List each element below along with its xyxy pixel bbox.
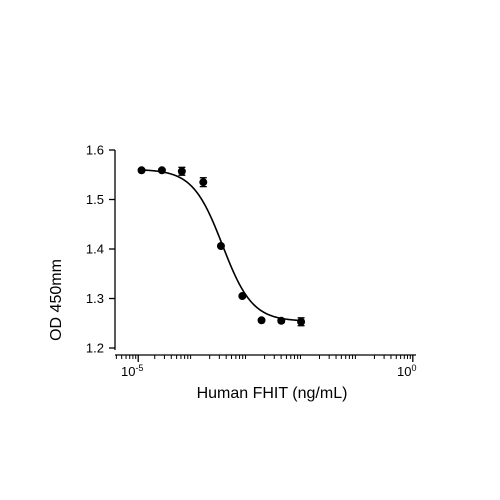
x-tick-label: 10-5 bbox=[121, 363, 143, 379]
ticks: 1.2 1.3 1.4 1.5 1.6 10-5 100 bbox=[86, 143, 417, 380]
y-tick-label: 1.2 bbox=[86, 341, 104, 356]
y-axis-title: OD 450mm bbox=[48, 259, 65, 341]
y-tick-label: 1.3 bbox=[86, 291, 104, 306]
data-points-layer bbox=[137, 166, 306, 327]
data-point bbox=[277, 316, 286, 325]
y-tick-label: 1.4 bbox=[86, 242, 104, 257]
data-point bbox=[137, 166, 146, 175]
x-axis-title: Human FHIT (ng/mL) bbox=[197, 385, 348, 402]
data-point bbox=[216, 242, 225, 251]
data-point bbox=[238, 292, 247, 301]
data-point bbox=[157, 166, 166, 175]
data-point bbox=[257, 316, 266, 325]
data-point bbox=[199, 178, 208, 187]
axes bbox=[114, 150, 416, 356]
y-tick-label: 1.5 bbox=[86, 192, 104, 207]
data-point bbox=[177, 167, 186, 176]
x-tick-label: 100 bbox=[397, 363, 416, 379]
y-tick-label: 1.6 bbox=[86, 143, 104, 158]
data-point bbox=[297, 317, 306, 326]
